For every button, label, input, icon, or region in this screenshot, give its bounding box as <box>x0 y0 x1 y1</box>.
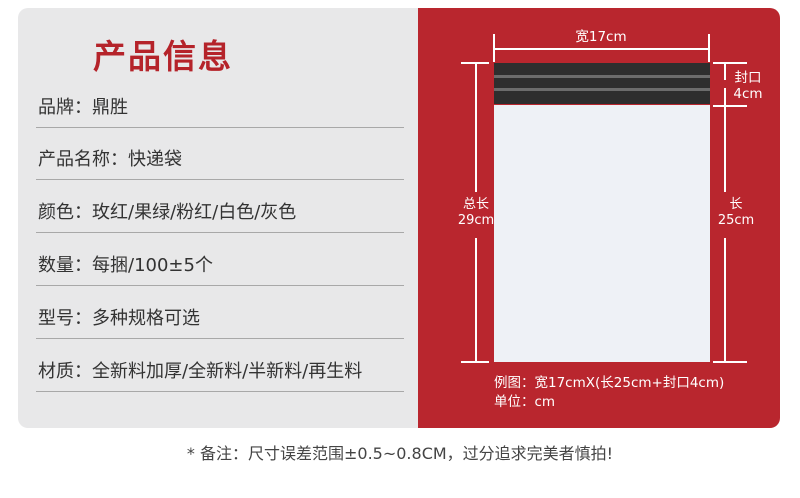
spec-row-color: 颜色：玫红/果绿/粉红/白色/灰色 <box>36 180 404 233</box>
stripe <box>494 75 710 78</box>
total-label-1: 总长 <box>462 197 489 212</box>
dim-line <box>713 105 747 107</box>
length-label: 长 25cm <box>710 197 762 229</box>
dim-line <box>713 361 747 363</box>
spec-row-brand: 品牌：鼎胜 <box>36 75 404 128</box>
dim-line <box>493 48 709 50</box>
dim-line <box>724 62 726 80</box>
spec-text: 材质：全新料加厚/全新料/半新料/再生料 <box>38 361 363 382</box>
length-label-1: 长 <box>729 197 743 212</box>
spec-text: 产品名称：快递袋 <box>38 149 182 170</box>
spec-text: 型号：多种规格可选 <box>38 308 200 329</box>
length-label-2: 25cm <box>717 213 755 228</box>
size-diagram-panel: 宽17cm 总长 29cm 封口 4cm 长 25cm 例图：宽17cmX(长25cm… <box>418 8 780 428</box>
spec-text: 颜色：玫红/果绿/粉红/白色/灰色 <box>38 202 297 223</box>
unit-caption: 单位：cm <box>494 394 556 410</box>
spec-row-quantity: 数量：每捆/100±5个 <box>36 233 404 286</box>
dim-line <box>475 238 477 362</box>
page-title: 产品信息 <box>93 37 233 76</box>
bag-body <box>494 105 710 362</box>
width-label: 宽17cm <box>575 29 627 45</box>
dim-line <box>713 62 747 64</box>
spec-row-material: 材质：全新料加厚/全新料/半新料/再生料 <box>36 339 404 392</box>
total-length-label: 总长 29cm <box>448 197 504 229</box>
seal-label-2: 4cm <box>733 86 763 102</box>
spec-row-name: 产品名称：快递袋 <box>36 127 404 180</box>
total-label-2: 29cm <box>457 213 495 228</box>
spec-text: 数量：每捆/100±5个 <box>38 255 213 276</box>
example-caption: 例图：宽17cmX(长25cm+封口4cm) <box>494 375 725 391</box>
dim-line <box>475 62 477 192</box>
spec-text: 品牌：鼎胜 <box>38 97 128 118</box>
footnote: * 备注：尺寸误差范围±0.5~0.8CM，过分追求完美者慎拍! <box>186 444 614 463</box>
seal-label-1: 封口 <box>734 70 762 86</box>
seal-label: 封口 4cm <box>728 70 768 102</box>
product-info-panel: 产品信息 品牌：鼎胜 产品名称：快递袋 颜色：玫红/果绿/粉红/白色/灰色 数量… <box>18 8 418 428</box>
bag-seal-strip <box>494 63 710 104</box>
dim-line <box>724 238 726 362</box>
spec-row-model: 型号：多种规格可选 <box>36 286 404 339</box>
dim-line <box>724 88 726 192</box>
stripe <box>494 88 710 91</box>
